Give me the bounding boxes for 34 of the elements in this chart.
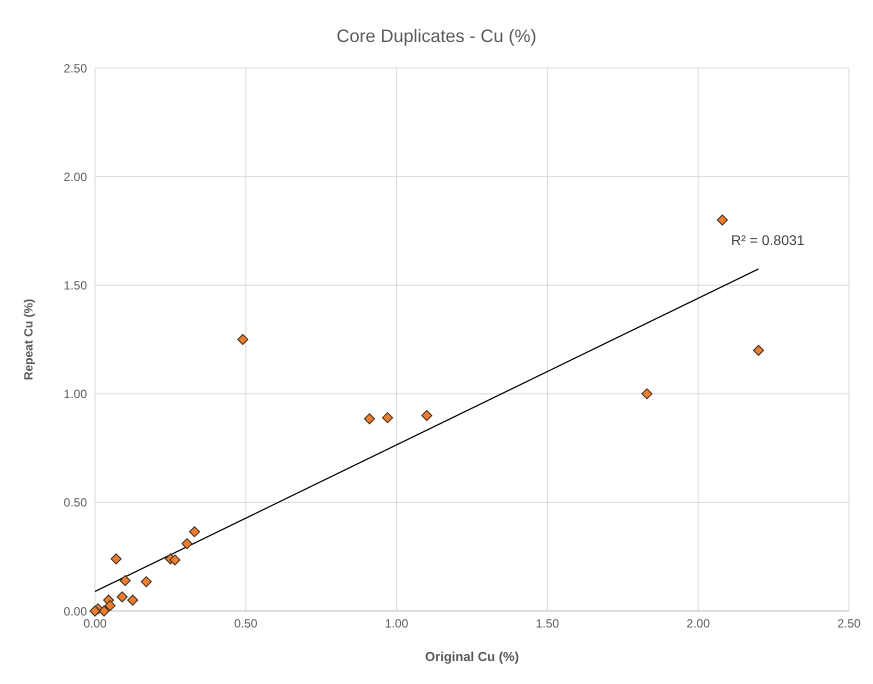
y-tick-label: 2.00 <box>64 170 88 184</box>
y-tick-label: 0.50 <box>64 496 88 510</box>
y-tick-label: 1.50 <box>64 278 88 292</box>
point <box>116 591 128 602</box>
point <box>120 575 131 586</box>
point <box>753 344 764 356</box>
point <box>90 606 100 616</box>
point <box>364 413 375 424</box>
x-tick-label: 0.50 <box>234 616 258 631</box>
point <box>110 553 122 564</box>
x-tick-label: 2.00 <box>686 616 710 631</box>
point <box>98 606 110 616</box>
point <box>181 538 192 550</box>
chart-title: Core Duplicates - Cu (%) <box>335 26 538 47</box>
y-tick-label: 0.00 <box>64 604 88 618</box>
point <box>237 334 248 345</box>
point <box>641 388 652 400</box>
point <box>127 594 138 606</box>
annotation: R² = 0.8031 <box>731 232 805 248</box>
y-axis-title: Repeat Cu (%) <box>21 298 36 380</box>
y-tick-label: 1.00 <box>64 387 88 402</box>
x-tick-label: 0.00 <box>83 616 107 631</box>
x-tick-label: 1.00 <box>384 616 409 631</box>
x-tick-label: 1.50 <box>536 616 560 631</box>
point <box>421 410 432 422</box>
y-tick-label: 2.50 <box>64 61 88 76</box>
point <box>716 214 728 226</box>
x-axis-title: Original Cu (%) <box>425 649 519 664</box>
point <box>104 600 116 612</box>
point <box>189 526 200 538</box>
x-tick-label: 2.50 <box>837 616 861 631</box>
point <box>140 576 152 588</box>
point <box>382 412 394 424</box>
point <box>169 554 180 566</box>
